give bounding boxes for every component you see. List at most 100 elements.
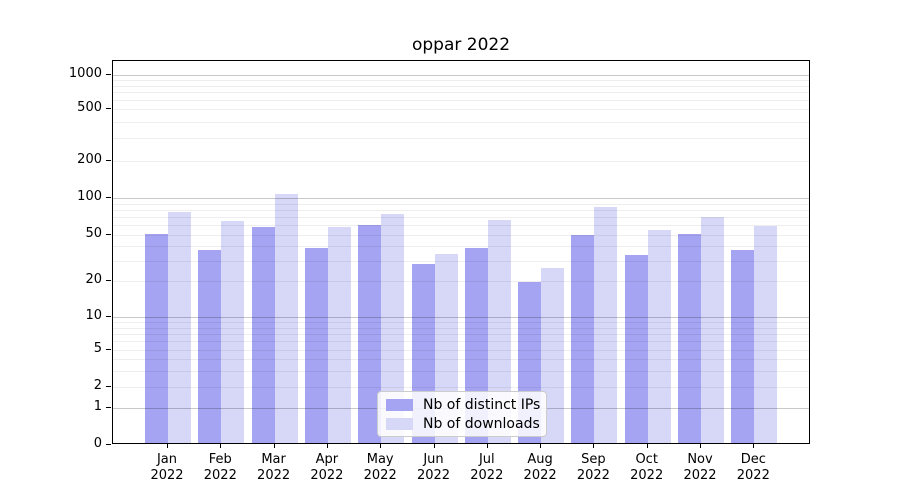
- y-tick-label: 2: [93, 378, 102, 393]
- x-tick-mark: [273, 444, 275, 448]
- x-tick-label-mar: Mar 2022: [242, 452, 306, 484]
- bar-downloads-jul: [487, 219, 511, 443]
- minor-gridline: [113, 80, 809, 82]
- x-tick-month: Sep: [581, 452, 606, 467]
- chart-title: oppar 2022: [411, 35, 511, 55]
- bar-downloads-apr: [327, 226, 351, 443]
- bar-downloads-sep: [594, 207, 618, 443]
- x-tick-label-oct: Oct 2022: [615, 452, 679, 484]
- x-tick-label-sep: Sep 2022: [561, 452, 625, 484]
- x-tick-label-aug: Aug 2022: [508, 452, 572, 484]
- bar-downloads-dec: [754, 226, 778, 443]
- x-tick-mark: [593, 444, 595, 448]
- bar-distinct-ips-feb: [198, 249, 222, 443]
- y-tick-mark: [106, 74, 111, 75]
- bar-downloads-mar: [274, 194, 298, 443]
- legend-label-downloads: Nb of downloads: [423, 415, 540, 432]
- y-tick-mark: [106, 407, 111, 408]
- plot-area: [112, 60, 810, 444]
- x-tick-month: Jun: [423, 452, 444, 467]
- x-tick-month: Aug: [527, 452, 553, 467]
- y-tick-label: 1: [93, 399, 102, 414]
- x-tick-month: Apr: [315, 452, 339, 467]
- y-tick-label: 50: [85, 226, 102, 241]
- major-gridline: [113, 198, 809, 199]
- x-tick-year: 2022: [416, 468, 451, 483]
- y-tick-mark: [106, 444, 111, 445]
- bar-downloads-nov: [701, 216, 724, 443]
- x-tick-year: 2022: [257, 468, 291, 483]
- x-tick-month: Dec: [740, 452, 766, 467]
- major-gridline: [113, 75, 809, 76]
- x-tick-mark: [433, 444, 435, 448]
- bar-downloads-oct: [647, 229, 671, 443]
- x-tick-year: 2022: [310, 468, 344, 483]
- x-tick-label-jan: Jan 2022: [135, 452, 199, 484]
- x-tick-month: Nov: [687, 452, 713, 467]
- x-tick-month: Jan: [156, 452, 178, 467]
- bar-distinct-ips-nov: [678, 234, 701, 443]
- y-tick-mark: [106, 316, 111, 317]
- x-tick-year: 2022: [363, 468, 397, 483]
- x-tick-label-jun: Jun 2022: [402, 452, 466, 484]
- bar-downloads-feb: [221, 220, 245, 443]
- x-tick-mark: [540, 444, 542, 448]
- minor-gridline: [113, 121, 809, 123]
- x-tick-label-dec: Dec 2022: [721, 452, 785, 484]
- x-tick-label-apr: Apr 2022: [295, 452, 359, 484]
- y-tick-mark: [106, 386, 111, 387]
- minor-gridline: [113, 109, 809, 110]
- x-tick-year: 2022: [203, 468, 237, 483]
- y-tick-label: 500: [77, 100, 102, 115]
- x-tick-year: 2022: [523, 468, 557, 483]
- y-tick-label: 0: [93, 436, 102, 451]
- x-tick-year: 2022: [576, 468, 610, 483]
- y-tick-mark: [106, 108, 111, 109]
- x-tick-label-nov: Nov 2022: [668, 452, 732, 484]
- x-tick-label-jul: Jul 2022: [455, 452, 519, 484]
- y-tick-mark: [106, 234, 111, 235]
- y-tick-label: 10: [85, 308, 102, 323]
- y-tick-mark: [106, 160, 111, 161]
- bar-downloads-jan: [168, 212, 191, 443]
- x-tick-month: May: [366, 452, 394, 467]
- y-tick-label: 100: [77, 189, 102, 204]
- x-tick-mark: [486, 444, 488, 448]
- x-tick-label-may: May 2022: [348, 452, 412, 484]
- minor-gridline: [113, 100, 809, 102]
- bar-distinct-ips-mar: [251, 226, 275, 443]
- y-tick-label: 1000: [68, 66, 102, 81]
- x-tick-mark: [646, 444, 648, 448]
- y-tick-mark: [106, 349, 111, 350]
- y-tick-label: 20: [85, 272, 102, 287]
- y-tick-mark: [106, 197, 111, 198]
- minor-gridline: [113, 137, 809, 139]
- y-tick-label: 5: [93, 341, 102, 356]
- x-tick-month: Oct: [635, 452, 658, 467]
- x-tick-mark: [326, 444, 328, 448]
- legend-item-downloads: Nb of downloads: [386, 416, 546, 432]
- bar-distinct-ips-oct: [624, 255, 648, 443]
- bar-distinct-ips-sep: [571, 235, 595, 443]
- bar-distinct-ips-may: [358, 225, 382, 443]
- x-tick-mark: [167, 444, 168, 448]
- minor-gridline: [113, 209, 809, 211]
- minor-gridline: [113, 161, 809, 162]
- legend-swatch-distinct-ips: [386, 398, 413, 411]
- legend-item-distinct-ips: Nb of distinct IPs: [386, 397, 546, 413]
- x-tick-mark: [753, 444, 755, 448]
- x-tick-month: Feb: [208, 452, 232, 467]
- x-tick-year: 2022: [736, 468, 770, 483]
- legend: Nb of distinct IPs Nb of downloads: [377, 391, 547, 437]
- minor-gridline: [113, 92, 809, 94]
- y-tick-mark: [106, 280, 111, 281]
- x-tick-month: Mar: [261, 452, 286, 467]
- legend-swatch-downloads: [386, 417, 413, 430]
- x-tick-mark: [220, 444, 222, 448]
- legend-label-distinct-ips: Nb of distinct IPs: [423, 396, 541, 413]
- bar-distinct-ips-jan: [145, 234, 168, 443]
- bar-distinct-ips-dec: [731, 249, 755, 443]
- bar-downloads-may: [381, 213, 405, 443]
- minor-gridline: [113, 85, 809, 87]
